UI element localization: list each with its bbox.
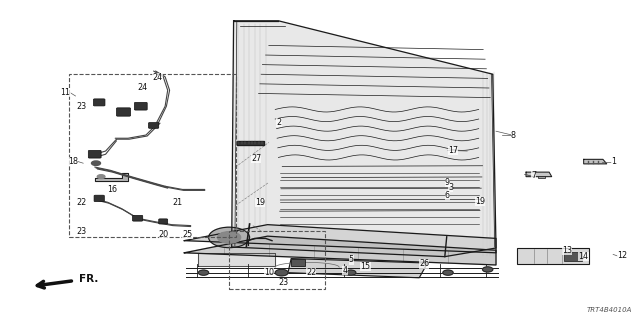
Polygon shape: [184, 225, 496, 253]
FancyBboxPatch shape: [94, 195, 104, 202]
Text: 8: 8: [511, 131, 516, 140]
Text: 27: 27: [251, 154, 261, 163]
Text: 22: 22: [76, 198, 86, 207]
Circle shape: [209, 227, 250, 248]
Text: 17: 17: [448, 146, 458, 155]
Bar: [538, 176, 545, 178]
Polygon shape: [184, 236, 496, 265]
FancyBboxPatch shape: [88, 150, 101, 158]
Text: 9: 9: [445, 178, 450, 187]
Text: 19: 19: [255, 198, 265, 207]
Polygon shape: [526, 172, 552, 177]
Polygon shape: [288, 259, 428, 278]
Text: 24: 24: [152, 73, 163, 82]
Text: 24: 24: [138, 83, 148, 92]
Text: 23: 23: [76, 102, 86, 111]
Polygon shape: [198, 253, 275, 266]
Text: 2: 2: [276, 118, 282, 127]
Text: FR.: FR.: [79, 274, 98, 284]
Text: 23: 23: [278, 278, 289, 287]
Circle shape: [198, 270, 209, 275]
Circle shape: [443, 270, 453, 275]
Text: 13: 13: [562, 246, 572, 255]
Bar: [564, 252, 582, 261]
Polygon shape: [584, 159, 607, 164]
FancyBboxPatch shape: [116, 108, 131, 116]
Text: 15: 15: [360, 262, 371, 271]
Text: TRT4B4010A: TRT4B4010A: [587, 307, 632, 313]
FancyBboxPatch shape: [134, 102, 147, 110]
Text: 22: 22: [306, 268, 316, 277]
Text: 21: 21: [173, 198, 183, 207]
FancyBboxPatch shape: [159, 219, 168, 224]
Text: 4: 4: [342, 266, 348, 275]
Text: 11: 11: [60, 88, 70, 97]
Circle shape: [97, 175, 105, 179]
Circle shape: [275, 269, 288, 276]
Polygon shape: [95, 173, 128, 181]
Circle shape: [92, 161, 100, 165]
Text: 26: 26: [419, 260, 429, 268]
FancyBboxPatch shape: [93, 99, 105, 106]
Text: 20: 20: [159, 230, 169, 239]
Bar: [229, 231, 325, 289]
Text: 18: 18: [68, 157, 78, 166]
Text: 1: 1: [611, 157, 616, 166]
Bar: [69, 74, 236, 237]
Polygon shape: [232, 21, 496, 257]
Text: 10: 10: [264, 268, 274, 277]
Text: 16: 16: [108, 185, 118, 194]
Text: 23: 23: [76, 227, 86, 236]
Text: 7: 7: [531, 172, 536, 180]
Polygon shape: [237, 141, 264, 145]
Circle shape: [346, 270, 356, 275]
Bar: [517, 248, 589, 264]
Text: 25: 25: [182, 230, 193, 239]
FancyBboxPatch shape: [132, 215, 143, 221]
Text: 14: 14: [579, 252, 589, 261]
Circle shape: [218, 232, 241, 243]
Bar: [291, 259, 305, 266]
Text: 19: 19: [475, 197, 485, 206]
FancyBboxPatch shape: [148, 123, 159, 128]
Text: 5: 5: [349, 255, 354, 264]
Circle shape: [483, 267, 493, 272]
Text: 12: 12: [618, 252, 628, 260]
Text: 3: 3: [448, 183, 453, 192]
Text: 6: 6: [445, 191, 450, 200]
